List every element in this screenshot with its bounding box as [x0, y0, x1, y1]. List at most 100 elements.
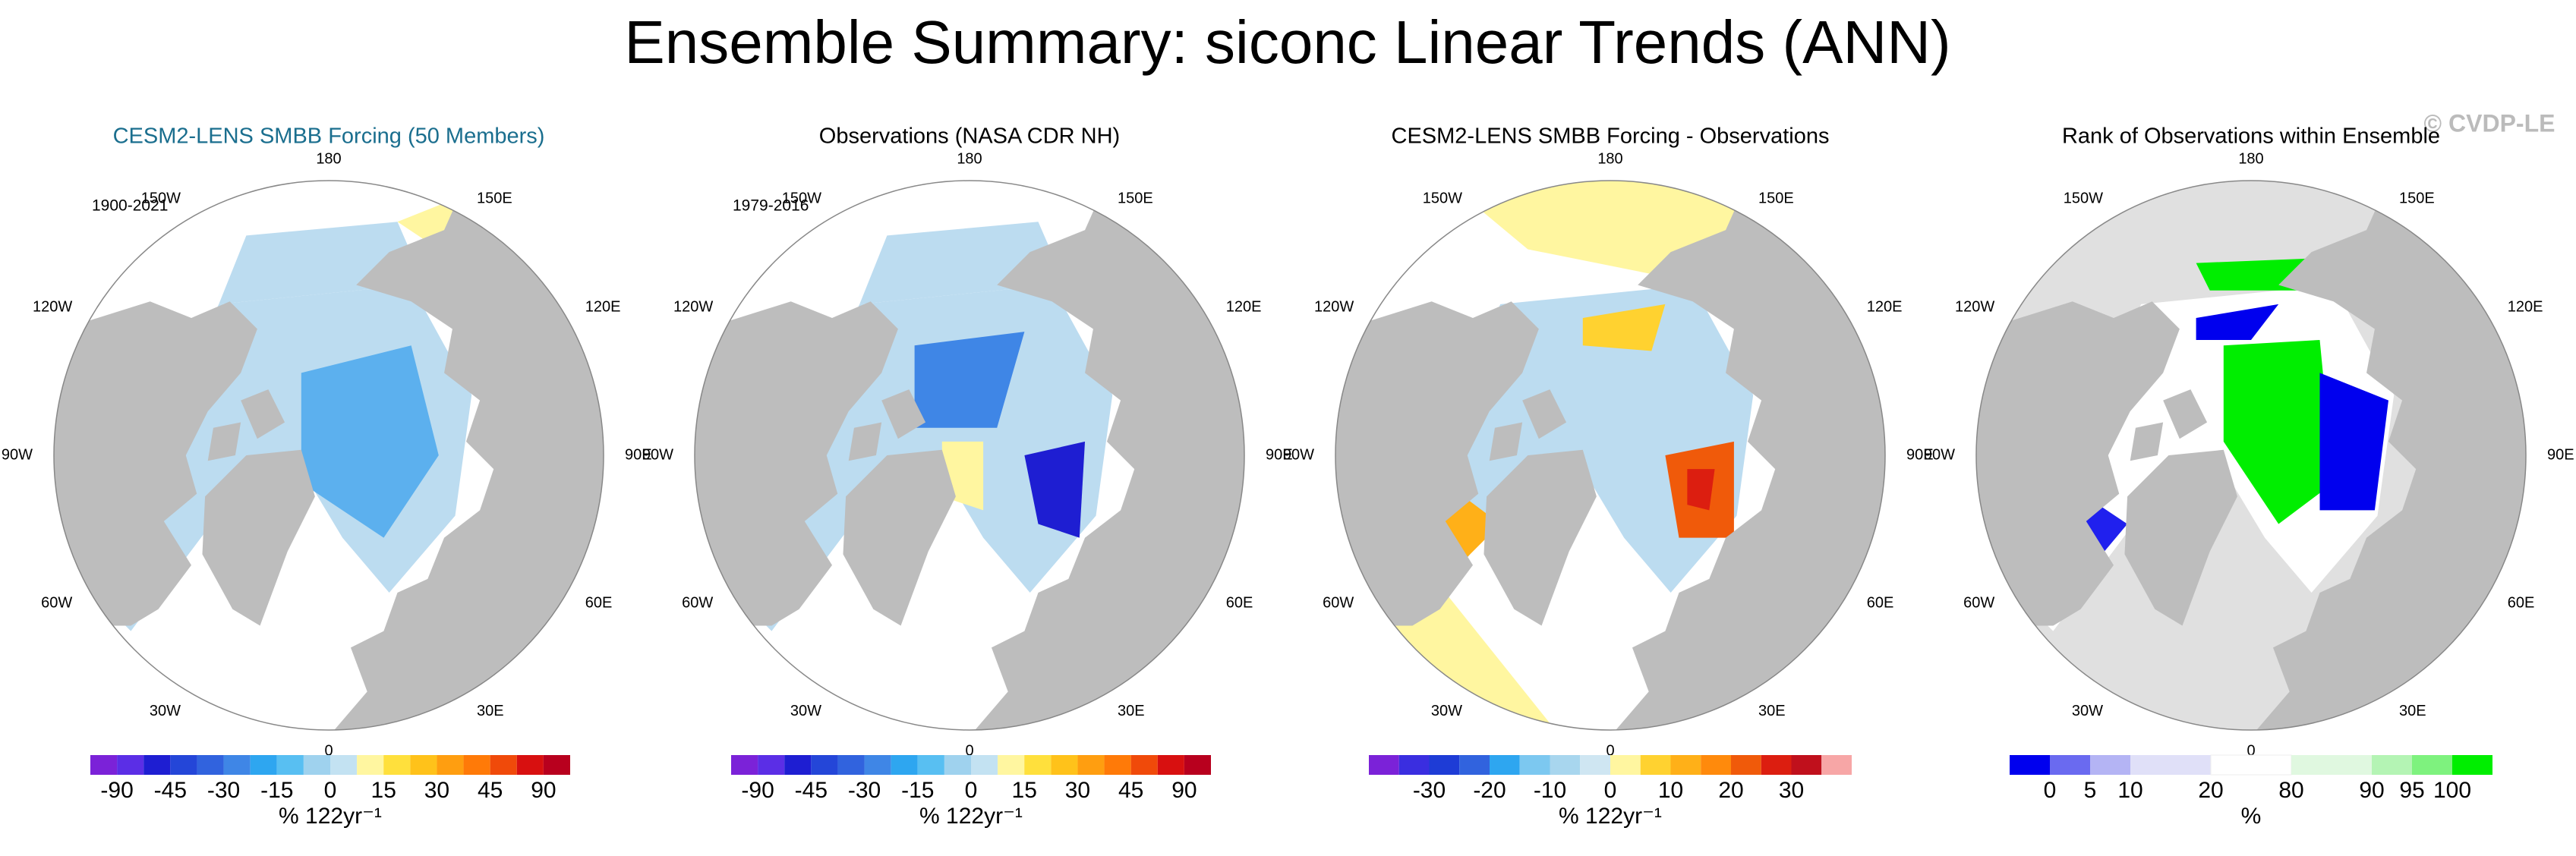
- longitude-label: 180: [316, 150, 341, 167]
- colorbar-label: 90: [531, 778, 556, 803]
- colorbar-box: [2452, 755, 2492, 775]
- land: [241, 389, 285, 439]
- longitude-label: 90E: [1266, 446, 1293, 463]
- colorbar-box: [223, 755, 251, 775]
- longitude-label: 120E: [1867, 298, 1903, 315]
- colorbar-box: [383, 755, 411, 775]
- longitude-label: 60E: [1867, 594, 1894, 611]
- longitude-label: 30W: [150, 703, 181, 719]
- longitude-label: 90W: [1283, 446, 1314, 463]
- sea-ice-patch: [2223, 339, 2334, 524]
- colorbar-box: [2210, 754, 2292, 776]
- longitude-label: 60W: [1963, 594, 1994, 611]
- colorbar-label: 15: [1012, 778, 1037, 803]
- land: [1976, 301, 2180, 626]
- colorbar-label: 90: [2359, 778, 2384, 803]
- land: [2163, 389, 2208, 439]
- colorbar-label: 20: [1718, 778, 1743, 803]
- map: [695, 181, 1244, 730]
- map-shapes: [695, 181, 1244, 730]
- colorbar-label: 20: [2198, 778, 2223, 803]
- colorbar-box: [758, 755, 785, 775]
- longitude-label: 30E: [1758, 703, 1786, 719]
- map-panel: CESM2-LENS SMBB Forcing (50 Members) 1900…: [2, 124, 652, 829]
- colorbar-box: [1610, 755, 1641, 775]
- colorbar-box: [143, 755, 171, 775]
- land: [1616, 181, 1885, 730]
- longitude-label: 120W: [33, 298, 72, 315]
- colorbar-box: [2130, 755, 2211, 775]
- colorbar-box: [731, 755, 758, 775]
- colorbar-box: [891, 755, 918, 775]
- colorbar-label: -45: [795, 778, 828, 803]
- colorbar-label: 0: [1604, 778, 1617, 803]
- colorbar-box: [1429, 755, 1460, 775]
- map-shapes: [1335, 181, 1885, 730]
- colorbar-box: [811, 755, 838, 775]
- colorbar-label: 30: [1065, 778, 1090, 803]
- longitude-label: 30E: [2399, 703, 2426, 719]
- longitude-label: 30W: [790, 703, 821, 719]
- longitude-label: 150W: [1423, 190, 1462, 207]
- colorbar-unit: %: [2241, 804, 2262, 829]
- colorbar-box: [357, 755, 384, 775]
- colorbar-box: [1550, 755, 1581, 775]
- longitude-label: 60W: [41, 594, 72, 611]
- colorbar-box: [944, 755, 971, 775]
- map-shapes: [1976, 181, 2526, 730]
- colorbar-label: -20: [1473, 778, 1506, 803]
- colorbar-label: 0: [965, 778, 978, 803]
- sea-ice-patch: [914, 332, 1025, 428]
- colorbar-box: [1157, 755, 1184, 775]
- colorbar-box: [1791, 755, 1822, 775]
- colorbar-unit: % 122yr⁻¹: [919, 804, 1023, 829]
- colorbar-label: -30: [1413, 778, 1446, 803]
- land: [975, 181, 1244, 730]
- period-label: 1900-2021: [92, 197, 168, 215]
- land: [848, 422, 882, 461]
- colorbar-box: [1490, 755, 1520, 775]
- colorbar-box: [1580, 755, 1610, 775]
- longitude-label: 90E: [625, 446, 652, 463]
- colorbar-box: [1731, 755, 1761, 775]
- longitude-label: 150W: [141, 190, 181, 207]
- sea-ice-patch: [1582, 304, 1666, 351]
- land: [1483, 449, 1597, 626]
- longitude-label: 0: [2247, 742, 2255, 759]
- longitude-label: 180: [2238, 150, 2263, 167]
- longitude-label: 30W: [1431, 703, 1462, 719]
- colorbar-box: [784, 755, 812, 775]
- colorbar-box: [837, 755, 865, 775]
- colorbar-label: 5: [2084, 778, 2097, 803]
- longitude-label: 120W: [1955, 298, 1994, 315]
- colorbar-box: [1024, 755, 1052, 775]
- colorbar-label: 45: [1118, 778, 1143, 803]
- land: [843, 449, 956, 626]
- longitude-label: 120E: [1226, 298, 1262, 315]
- colorbar-box: [1640, 755, 1671, 775]
- longitude-label: 150E: [2399, 190, 2435, 207]
- colorbar-unit: % 122yr⁻¹: [1559, 804, 1662, 829]
- longitude-label: 90W: [1924, 446, 1955, 463]
- colorbar-box: [998, 755, 1025, 775]
- longitude-label: 0: [965, 742, 973, 759]
- colorbar-box: [2372, 755, 2412, 775]
- colorbar-box: [1104, 755, 1131, 775]
- land: [202, 449, 315, 626]
- longitude-label: 60W: [682, 594, 713, 611]
- land: [1335, 301, 1539, 626]
- colorbar-box: [2412, 755, 2452, 775]
- longitude-label: 90E: [1906, 446, 1934, 463]
- colorbar-box: [1670, 755, 1701, 775]
- map: [1335, 181, 1885, 730]
- colorbar-box: [543, 755, 570, 775]
- map: [54, 181, 604, 730]
- colorbar-label: 10: [1658, 778, 1683, 803]
- colorbar-box: [410, 755, 437, 775]
- panel-title: CESM2-LENS SMBB Forcing - Observations: [1392, 124, 1830, 149]
- colorbar-box: [490, 755, 517, 775]
- colorbar-label: 15: [371, 778, 396, 803]
- land: [695, 301, 898, 626]
- colorbar-box: [303, 755, 330, 775]
